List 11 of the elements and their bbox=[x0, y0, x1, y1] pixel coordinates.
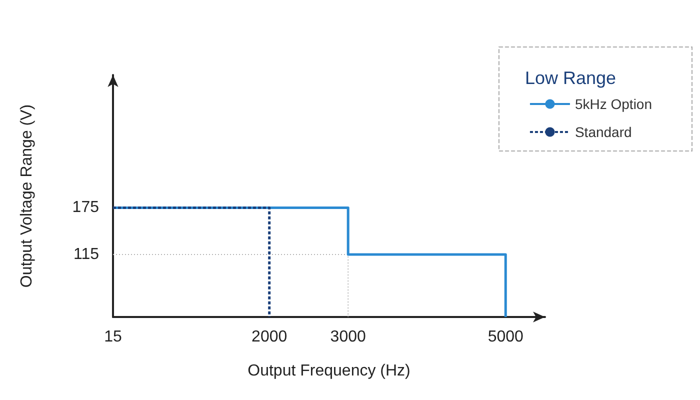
y-axis-title: Output Voltage Range (V) bbox=[18, 104, 36, 288]
x-tick-label: 2000 bbox=[252, 328, 288, 346]
legend-label: Standard bbox=[574, 124, 632, 140]
legend-title: Low Range bbox=[525, 68, 616, 88]
legend-label: 5kHz Option bbox=[574, 96, 652, 112]
x-tick-label: 15 bbox=[104, 328, 122, 346]
x-tick-label: 3000 bbox=[330, 328, 366, 346]
y-tick-label: 175 bbox=[72, 199, 100, 216]
y-tick-label: 115 bbox=[73, 246, 100, 264]
x-tick-label: 5000 bbox=[488, 328, 524, 346]
x-axis-title: Output Frequency (Hz) bbox=[248, 362, 410, 380]
